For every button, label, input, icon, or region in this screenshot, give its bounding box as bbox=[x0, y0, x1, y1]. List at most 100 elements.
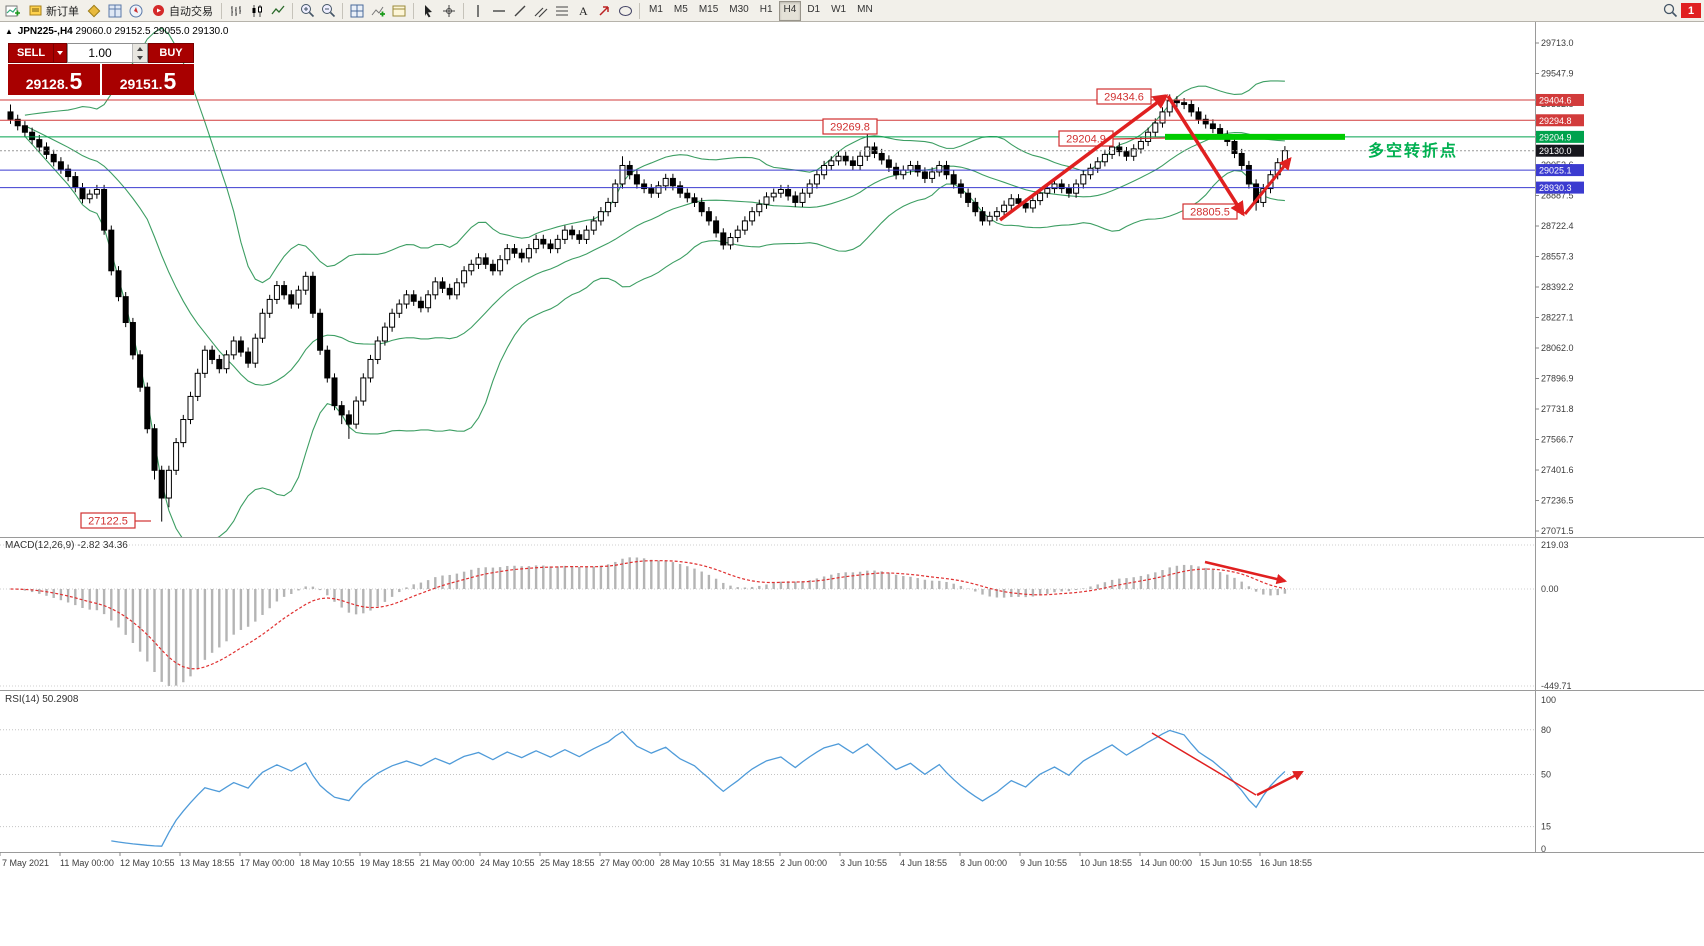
tf-w1-button[interactable]: W1 bbox=[831, 3, 847, 15]
svg-text:29547.9: 29547.9 bbox=[1541, 69, 1574, 79]
bar-chart-icon[interactable] bbox=[226, 1, 246, 20]
tf-d1-button[interactable]: D1 bbox=[807, 3, 821, 15]
svg-text:16 Jun 18:55: 16 Jun 18:55 bbox=[1260, 858, 1312, 868]
svg-text:11 May 00:00: 11 May 00:00 bbox=[60, 858, 114, 868]
svg-text:17 May 00:00: 17 May 00:00 bbox=[240, 858, 295, 868]
tf-m5-button[interactable]: M5 bbox=[673, 3, 688, 15]
svg-text:27731.8: 27731.8 bbox=[1541, 404, 1574, 414]
buy-price-pip: 5 bbox=[163, 68, 177, 94]
svg-text:28 May 10:55: 28 May 10:55 bbox=[660, 858, 715, 868]
svg-text:27566.7: 27566.7 bbox=[1541, 435, 1574, 445]
notification-badge[interactable]: 1 bbox=[1681, 3, 1701, 18]
zoom-in-icon[interactable] bbox=[297, 1, 317, 20]
svg-text:13 May 18:55: 13 May 18:55 bbox=[180, 858, 235, 868]
symbol-expand-icon[interactable]: ▲ bbox=[5, 27, 13, 36]
channel-icon[interactable] bbox=[531, 1, 551, 20]
price-scale: 29713.029547.929382.829217.729052.628887… bbox=[1535, 38, 1574, 536]
volume-stepper bbox=[132, 44, 147, 62]
svg-text:7 May 2021: 7 May 2021 bbox=[2, 858, 49, 868]
svg-text:12 May 10:55: 12 May 10:55 bbox=[120, 858, 175, 868]
market-watch-icon[interactable] bbox=[84, 1, 104, 20]
volume-input[interactable] bbox=[68, 44, 132, 62]
sell-price-pip: 5 bbox=[69, 68, 83, 94]
candlestick-icon[interactable] bbox=[247, 1, 267, 20]
line-chart-icon[interactable] bbox=[268, 1, 288, 20]
volume-up-icon[interactable] bbox=[133, 44, 147, 53]
templates-icon[interactable] bbox=[389, 1, 409, 20]
tf-h4-button[interactable]: H4 bbox=[778, 0, 802, 21]
trendline-icon[interactable] bbox=[510, 1, 530, 20]
new-order-button[interactable]: 新订单 bbox=[24, 1, 83, 20]
indicators-icon[interactable] bbox=[368, 1, 388, 20]
tf-mn-button[interactable]: MN bbox=[857, 3, 873, 15]
svg-text:50: 50 bbox=[1541, 770, 1551, 780]
search-icon[interactable] bbox=[1660, 1, 1680, 20]
cursor-icon[interactable] bbox=[418, 1, 438, 20]
arrows-tool-icon[interactable] bbox=[594, 1, 614, 20]
toolbar-separator bbox=[292, 2, 293, 19]
tf-m15-button[interactable]: M15 bbox=[698, 3, 719, 15]
macd-label: MACD(12,26,9) -2.82 34.36 bbox=[5, 540, 128, 551]
svg-text:15: 15 bbox=[1541, 822, 1551, 832]
one-click-trade-panel: SELL BUY 29128. 5 29151. 5 bbox=[8, 43, 194, 95]
shapes-icon[interactable] bbox=[615, 1, 635, 20]
tf-m1-button[interactable]: M1 bbox=[649, 3, 663, 15]
buy-price-main: 29151. bbox=[119, 76, 163, 92]
svg-text:24 May 10:55: 24 May 10:55 bbox=[480, 858, 535, 868]
svg-text:27071.5: 27071.5 bbox=[1541, 526, 1574, 536]
sell-button[interactable]: SELL bbox=[8, 43, 54, 63]
svg-text:2 Jun 00:00: 2 Jun 00:00 bbox=[780, 858, 827, 868]
buy-price[interactable]: 29151. 5 bbox=[102, 64, 194, 95]
svg-text:4 Jun 18:55: 4 Jun 18:55 bbox=[900, 858, 947, 868]
svg-text:28930.3: 28930.3 bbox=[1539, 183, 1572, 193]
data-window-icon[interactable] bbox=[105, 1, 125, 20]
svg-text:29204.9: 29204.9 bbox=[1066, 134, 1106, 146]
toolbar: 新订单 自动交易 bbox=[0, 0, 1704, 22]
zoom-out-icon[interactable] bbox=[318, 1, 338, 20]
svg-text:0: 0 bbox=[1541, 844, 1546, 854]
svg-text:28062.0: 28062.0 bbox=[1541, 343, 1574, 353]
new-chart-icon[interactable] bbox=[3, 1, 23, 20]
navigator-icon[interactable] bbox=[126, 1, 146, 20]
svg-text:219.03: 219.03 bbox=[1541, 540, 1569, 550]
buy-button[interactable]: BUY bbox=[148, 43, 194, 63]
text-icon[interactable]: A bbox=[573, 1, 593, 20]
tile-windows-icon[interactable] bbox=[347, 1, 367, 20]
bollinger-bands bbox=[24, 27, 1285, 537]
chart-header: ▲ JPN225-,H4 29060.0 29152.5 29055.0 291… bbox=[5, 26, 228, 37]
level-lines bbox=[0, 99, 1535, 189]
trend-arrows bbox=[998, 94, 1304, 797]
svg-text:27122.5: 27122.5 bbox=[88, 516, 128, 528]
svg-text:19 May 18:55: 19 May 18:55 bbox=[360, 858, 415, 868]
svg-text:29204.9: 29204.9 bbox=[1539, 132, 1572, 142]
sell-price[interactable]: 29128. 5 bbox=[8, 64, 100, 95]
svg-text:27 May 00:00: 27 May 00:00 bbox=[600, 858, 655, 868]
svg-text:29713.0: 29713.0 bbox=[1541, 38, 1574, 48]
svg-text:29025.1: 29025.1 bbox=[1539, 166, 1572, 176]
volume-down-icon[interactable] bbox=[133, 53, 147, 62]
new-order-label: 新订单 bbox=[46, 5, 79, 18]
svg-text:29269.8: 29269.8 bbox=[830, 122, 870, 134]
toolbar-separator bbox=[413, 2, 414, 19]
fibonacci-icon[interactable] bbox=[552, 1, 572, 20]
macd-panel: 219.03 0.00 -449.71 bbox=[0, 540, 1572, 691]
svg-text:A: A bbox=[579, 4, 588, 17]
tf-h1-button[interactable]: H1 bbox=[759, 3, 773, 15]
crosshair-icon[interactable] bbox=[439, 1, 459, 20]
horizontal-line-icon[interactable] bbox=[489, 1, 509, 20]
svg-text:18 May 10:55: 18 May 10:55 bbox=[300, 858, 355, 868]
svg-text:29434.6: 29434.6 bbox=[1104, 92, 1144, 104]
svg-text:-449.71: -449.71 bbox=[1541, 681, 1572, 691]
trade-dropdown-icon[interactable] bbox=[54, 43, 67, 63]
autotrading-label: 自动交易 bbox=[169, 5, 213, 18]
svg-text:27236.5: 27236.5 bbox=[1541, 496, 1574, 506]
vertical-line-icon[interactable] bbox=[468, 1, 488, 20]
panel-frame bbox=[0, 22, 1704, 853]
tf-m30-button[interactable]: M30 bbox=[729, 3, 749, 15]
toolbar-separator bbox=[342, 2, 343, 19]
autotrading-button[interactable]: 自动交易 bbox=[147, 1, 217, 20]
svg-text:80: 80 bbox=[1541, 725, 1551, 735]
toolbar-separator bbox=[221, 2, 222, 19]
